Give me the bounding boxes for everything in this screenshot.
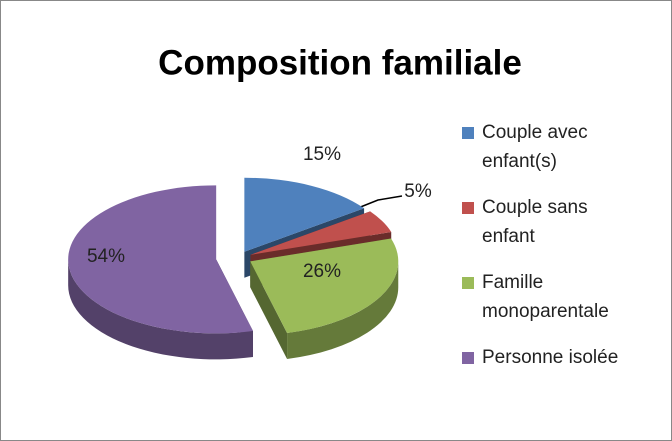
data-label: 54% (87, 246, 125, 267)
legend-label: Couple sans enfant (482, 197, 588, 247)
slice (244, 177, 365, 252)
legend: Couple avec enfant(s) Couple sans enfant F… (462, 118, 642, 389)
legend-label: Famille monoparentale (482, 272, 609, 322)
data-label: 26% (303, 261, 341, 282)
slice (68, 185, 253, 334)
slice-side (68, 259, 253, 360)
slice (250, 238, 399, 334)
chart-title: Composition familiale (158, 43, 522, 82)
slice (250, 211, 392, 255)
data-label: 5% (404, 181, 432, 202)
legend-item: Couple sans enfant (462, 193, 642, 251)
legend-swatch (462, 352, 474, 364)
data-label: 15% (303, 144, 341, 165)
legend-item: Personne isolée (462, 343, 642, 372)
leader-line (357, 195, 403, 209)
legend-swatch (462, 277, 474, 289)
slice-side (287, 261, 399, 360)
legend-label: Couple avec enfant(s) (482, 122, 588, 172)
slice-cut-face (250, 261, 288, 360)
legend-swatch (462, 127, 474, 139)
legend-item: Couple avec enfant(s) (462, 118, 642, 176)
legend-swatch (462, 202, 474, 214)
legend-label: Personne isolée (482, 347, 619, 368)
legend-item: Famille monoparentale (462, 268, 642, 326)
pie-tops (68, 177, 399, 334)
